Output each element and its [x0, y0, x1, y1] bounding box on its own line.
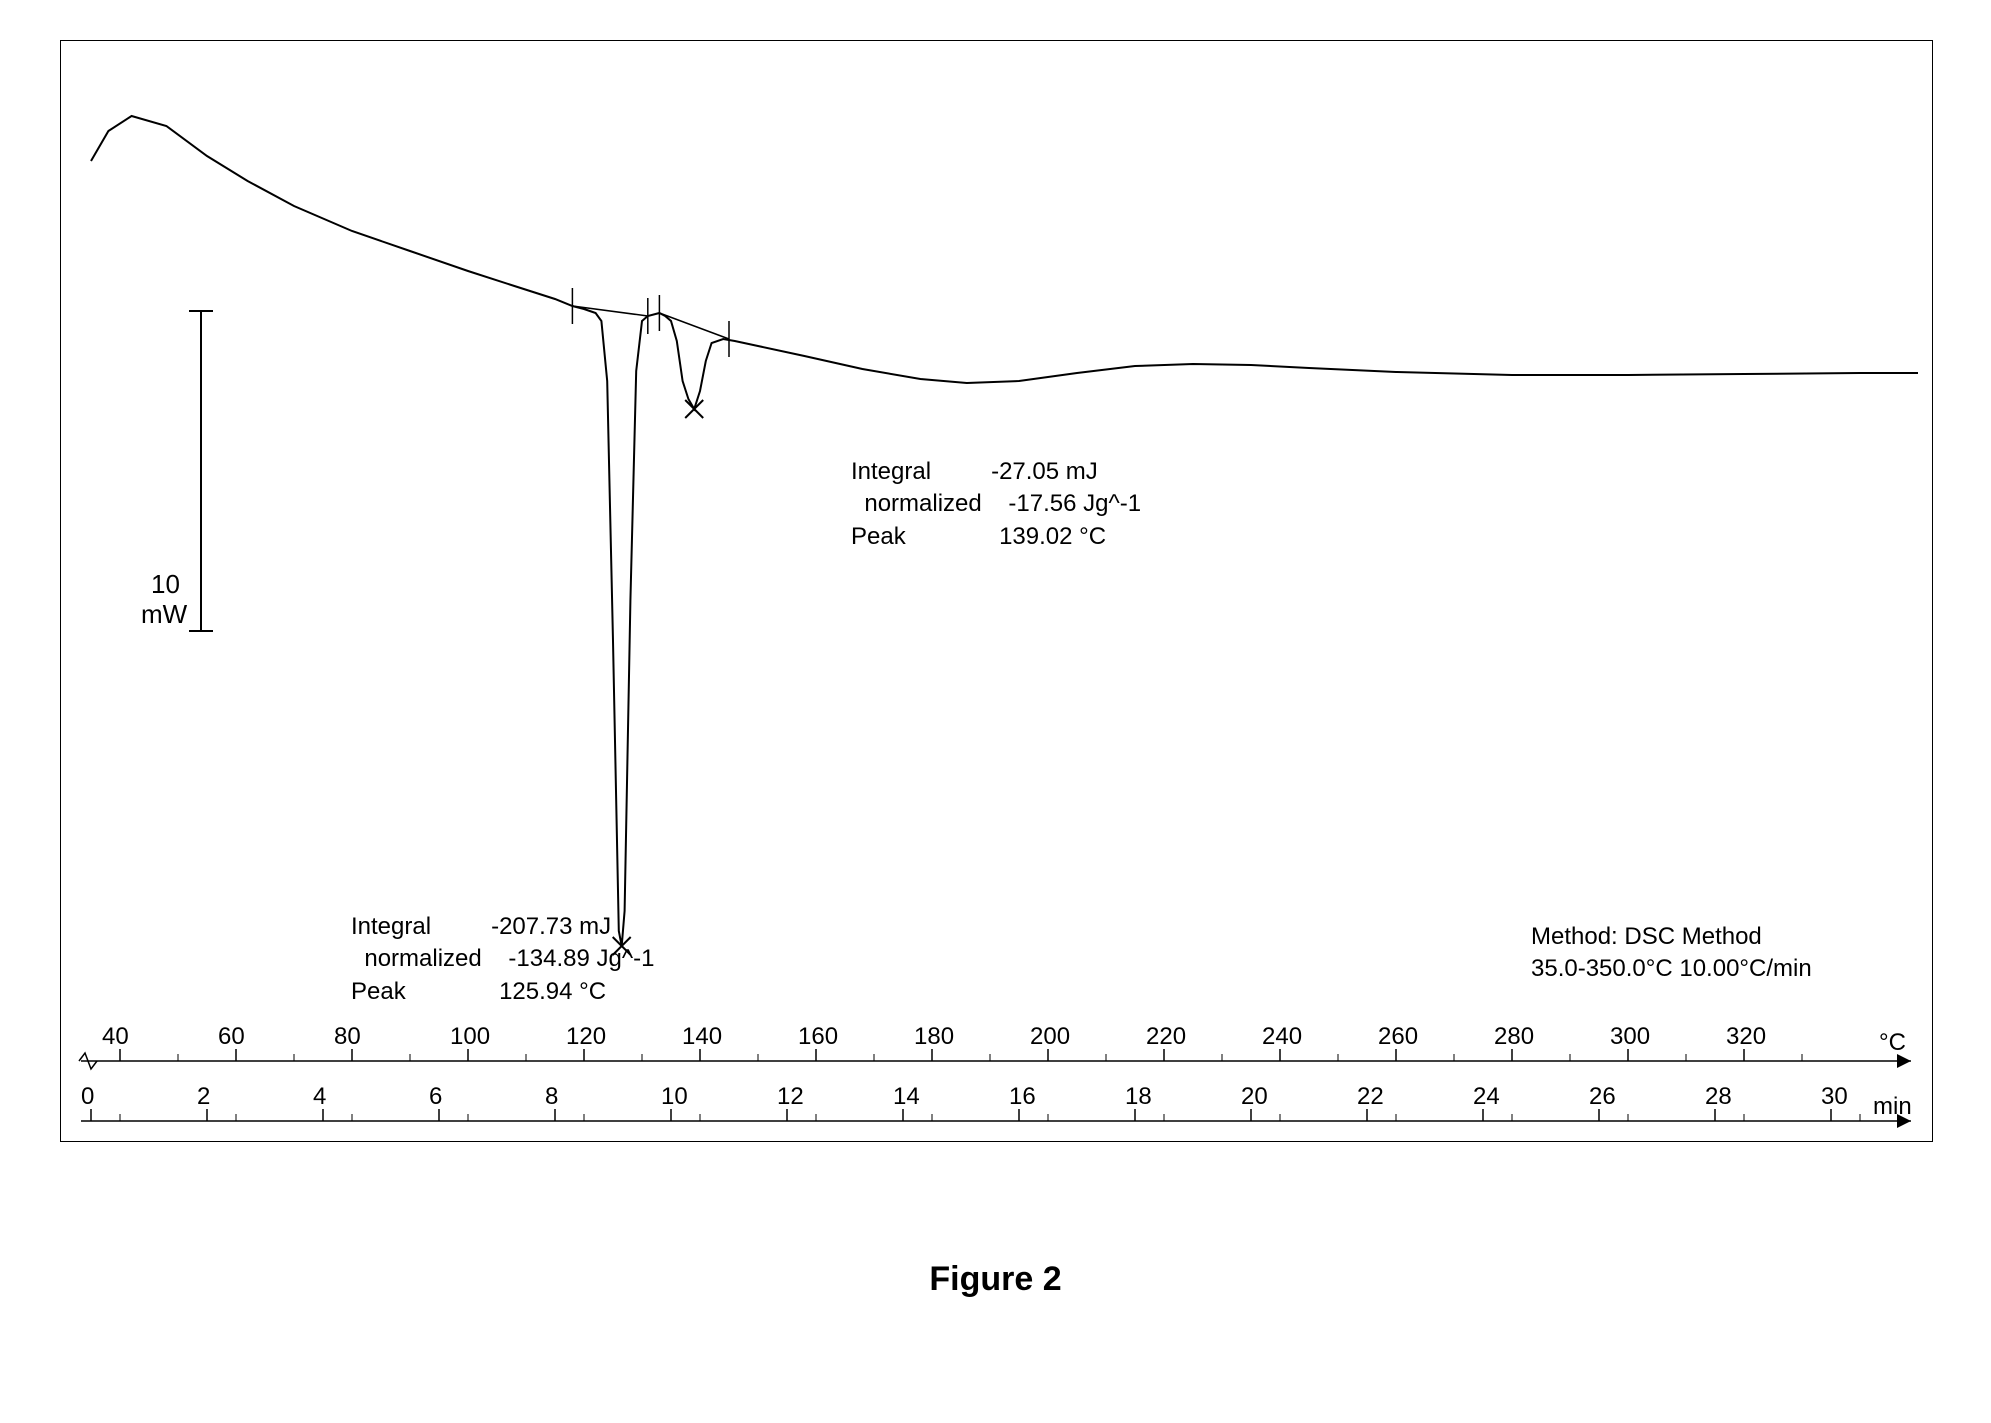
x-tick-C: 300: [1610, 1023, 1650, 1051]
x-tick-C: 180: [914, 1023, 954, 1051]
x-tick-min: 8: [545, 1083, 558, 1111]
x-tick-min: 22: [1357, 1083, 1384, 1111]
value: 125.94 °C: [499, 978, 606, 1005]
y-scale-value: 10: [151, 569, 180, 600]
x-tick-C: 80: [334, 1023, 361, 1051]
x-tick-C: 140: [682, 1023, 722, 1051]
x-tick-C: 280: [1494, 1023, 1534, 1051]
x-tick-C: 220: [1146, 1023, 1186, 1051]
x-tick-min: 6: [429, 1083, 442, 1111]
x-tick-min: 24: [1473, 1083, 1500, 1111]
x-tick-min: 4: [313, 1083, 326, 1111]
x-tick-min: 16: [1009, 1083, 1036, 1111]
label: Peak: [851, 523, 906, 550]
method-annotation: Method: DSC Method 35.0-350.0°C 10.00°C/…: [1531, 921, 1812, 986]
peak1-annotation: Integral -207.73 mJ normalized -134.89 J…: [351, 911, 654, 1008]
value: -17.56 Jg^-1: [1008, 490, 1141, 517]
x-tick-min: 10: [661, 1083, 688, 1111]
x-tick-C: 100: [450, 1023, 490, 1051]
x-tick-C: 120: [566, 1023, 606, 1051]
x-tick-C: 200: [1030, 1023, 1070, 1051]
x-tick-min: 28: [1705, 1083, 1732, 1111]
x-tick-min: 18: [1125, 1083, 1152, 1111]
value: 139.02 °C: [999, 523, 1106, 550]
x-tick-C: 320: [1726, 1023, 1766, 1051]
x-tick-C: 240: [1262, 1023, 1302, 1051]
method-line2: 35.0-350.0°C 10.00°C/min: [1531, 955, 1812, 982]
value: -134.89 Jg^-1: [508, 945, 654, 972]
y-scale-unit: mW: [141, 599, 187, 630]
figure-caption: Figure 2: [0, 1260, 1991, 1299]
label: Peak: [351, 978, 406, 1005]
x-tick-min: 30: [1821, 1083, 1848, 1111]
label: Integral: [851, 458, 931, 485]
label: Integral: [351, 913, 431, 940]
x-axis-bottom-unit: min: [1873, 1093, 1912, 1121]
x-tick-min: 14: [893, 1083, 920, 1111]
x-tick-min: 20: [1241, 1083, 1268, 1111]
x-tick-min: 2: [197, 1083, 210, 1111]
value: -27.05 mJ: [991, 458, 1098, 485]
method-line1: Method: DSC Method: [1531, 923, 1762, 950]
peak2-annotation: Integral -27.05 mJ normalized -17.56 Jg^…: [851, 456, 1141, 553]
label: normalized: [864, 490, 981, 517]
x-tick-C: 260: [1378, 1023, 1418, 1051]
value: -207.73 mJ: [491, 913, 611, 940]
x-tick-min: 26: [1589, 1083, 1616, 1111]
x-tick-C: 60: [218, 1023, 245, 1051]
label: normalized: [364, 945, 481, 972]
dsc-thermogram: 10 mW Integral -207.73 mJ normalized -13…: [60, 40, 1933, 1142]
x-tick-min: 12: [777, 1083, 804, 1111]
x-tick-C: 40: [102, 1023, 129, 1051]
x-tick-C: 160: [798, 1023, 838, 1051]
x-tick-min: 0: [81, 1083, 94, 1111]
x-axis-top-unit: °C: [1879, 1029, 1906, 1057]
